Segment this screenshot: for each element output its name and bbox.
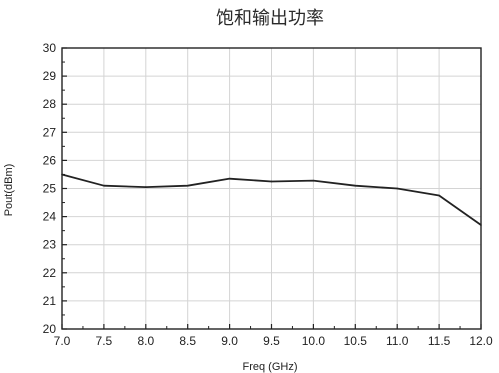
data-point-0-1	[103, 184, 105, 187]
y-tick-label-5: 25	[43, 182, 57, 196]
data-point-0-4	[228, 177, 231, 180]
x-tick-label-10: 12.0	[469, 334, 493, 348]
y-tick-label-3: 23	[43, 238, 57, 252]
y-tick-label-1: 21	[43, 294, 57, 308]
x-tick-label-7: 10.5	[344, 334, 368, 348]
ticks-layer: 7.0 7.5 8.0 8.5 9.0 9.5 10.0 10.5 11.0 11.5 12.0 20…	[43, 41, 493, 348]
y-axis-label: Pout(dBm)	[3, 164, 15, 217]
data-point-0-6	[312, 179, 315, 182]
x-tick-label-1: 7.5	[96, 334, 113, 348]
data-point-0-9	[438, 194, 440, 197]
y-tick-label-10: 30	[43, 41, 57, 55]
x-tick-label-2: 8.0	[137, 334, 154, 348]
data-point-0-5	[270, 180, 273, 183]
data-point-0-8	[396, 187, 399, 190]
y-tick-label-6: 26	[43, 153, 57, 167]
y-tick-label-7: 27	[43, 125, 57, 139]
x-tick-label-5: 9.5	[263, 334, 280, 348]
data-point-0-7	[354, 184, 357, 187]
y-tick-label-0: 20	[43, 322, 57, 336]
data-point-0-2	[145, 186, 147, 188]
x-tick-label-8: 11.0	[386, 334, 409, 348]
y-tick-label-9: 29	[43, 69, 57, 83]
data-point-0-3	[186, 184, 189, 187]
x-tick-label-6: 10.0	[302, 334, 326, 348]
x-tick-label-9: 11.5	[428, 334, 451, 348]
grid-layer	[61, 47, 482, 330]
y-tick-label-2: 22	[43, 266, 57, 280]
x-tick-label-0: 7.0	[54, 334, 71, 348]
y-tick-label-4: 24	[43, 210, 57, 224]
y-tick-label-8: 28	[43, 97, 57, 111]
chart-title: 饱和输出功率	[216, 8, 324, 29]
x-axis-label: Freq (GHz)	[243, 361, 298, 373]
x-tick-label-4: 9.0	[221, 334, 238, 348]
x-tick-label-3: 8.5	[179, 334, 196, 348]
